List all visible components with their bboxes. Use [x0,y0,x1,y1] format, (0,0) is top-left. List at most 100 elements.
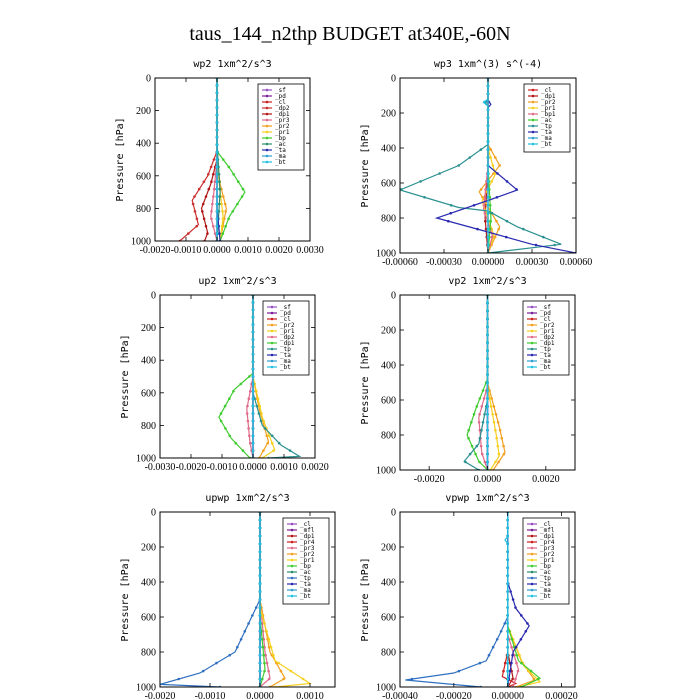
series-point [457,669,461,673]
series-point [518,653,521,657]
series-point [479,148,483,151]
series-point [243,630,247,633]
series-point [301,677,305,681]
legend-entry: _dp1 [275,111,290,118]
x-tick-label: 0.0000 [246,691,274,700]
legend-marker [530,365,534,369]
x-tick-label: 0.0000 [203,245,231,256]
series-point [239,638,243,641]
series-point [502,452,506,456]
series-point [505,219,509,223]
legend-marker [530,546,534,550]
series-point [215,173,219,176]
series-point [410,677,414,681]
series-point [262,653,265,657]
y-tick-label: 0 [391,291,396,302]
series-point [468,452,472,456]
series-point [251,404,255,408]
legend-marker [265,88,269,92]
series-point [486,132,490,135]
legend-marker [531,100,535,104]
series-point [503,622,507,625]
series-point [494,413,498,416]
legend-marker [530,311,534,315]
legend-entry: _pr1 [300,557,315,564]
y-tick-label: 200 [141,323,156,334]
series-point [506,534,510,538]
series-point [237,180,240,183]
legend-marker [270,311,274,315]
y-tick-label: 800 [381,431,396,442]
legend-entry: _dp2 [540,334,555,341]
series-point [486,100,490,104]
series-point [532,677,536,681]
legend-marker [530,558,534,562]
series-point [505,235,508,239]
legend-entry: _tp [540,575,551,582]
legend-entry: _dp1 [541,93,556,100]
series-point [515,188,518,191]
legend-marker [270,335,274,339]
x-tick-label: 0.00000 [472,257,505,268]
y-tick-label: 1000 [131,237,151,248]
y-tick-label: 800 [136,204,151,215]
series-point [258,404,262,408]
legend-entry: _ac [541,117,552,124]
series-point [516,669,520,673]
series-point [499,630,503,633]
legend-entry: _pr4 [540,539,555,546]
y-tick-label: 400 [136,139,151,150]
legend-marker [290,552,294,556]
legend-marker [531,124,535,128]
series-point [210,180,213,183]
legend-entry: _ta [541,129,552,136]
series-point [486,325,489,329]
legend-marker [530,582,534,586]
series-point [491,164,495,167]
series-point [251,301,255,304]
series-point [486,108,490,112]
legend-marker [265,154,269,158]
series-point [221,158,225,161]
series-point [542,235,545,239]
series-point [506,622,510,625]
series-point [228,434,231,438]
chart-title: upwp 1xm^2/s^3 [205,493,289,504]
series-point [506,582,510,585]
series-point [488,227,492,231]
series-point [246,419,250,423]
series-point [506,574,510,577]
series-point [486,219,490,223]
series-point [477,421,481,424]
series-point [272,449,275,452]
series-point [515,661,518,665]
series-point [506,590,510,593]
series-point [263,622,266,625]
series-point [498,428,502,432]
series-point [486,124,490,127]
series-point [215,187,219,191]
legend-marker [270,341,274,345]
series-group [400,78,576,253]
series-point [215,91,219,95]
series-point [258,614,262,617]
series-point [486,349,489,353]
series-point [486,413,489,416]
legend-marker [530,576,534,580]
series-point [486,460,489,464]
series-point [486,365,489,368]
series-point [248,441,252,445]
series-point [486,196,490,199]
series-point [236,645,239,649]
series-point [258,669,262,673]
series-point [486,389,489,392]
series-point [251,323,255,326]
series-point [221,217,225,221]
series-point [248,390,252,393]
legend-entry: _bp [300,563,311,570]
y-tick-label: 0 [151,508,156,519]
series-point [486,92,490,96]
series-point [492,405,496,408]
series-point [277,441,281,445]
